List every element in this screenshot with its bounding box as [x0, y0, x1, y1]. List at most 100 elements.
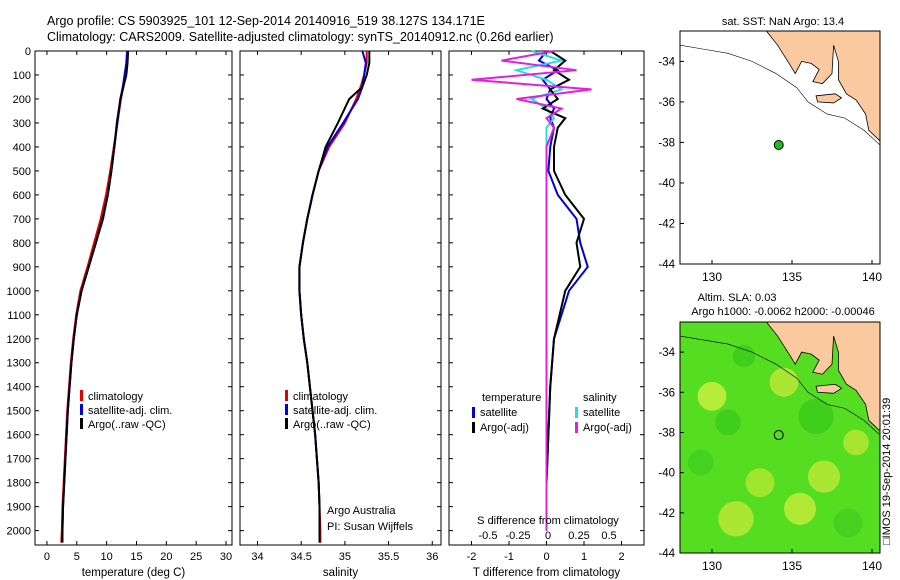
diff-top-tick-label: -0.25 — [505, 530, 530, 542]
kangaroo-island — [815, 93, 843, 104]
depth-tick-label: 1900 — [7, 502, 31, 514]
legend-title-temperature: temperature — [482, 392, 541, 404]
sla-anomaly-patch — [745, 468, 775, 498]
land-mass — [765, 31, 880, 142]
sla-map-ytick-label: -36 — [658, 387, 675, 399]
temperature-series-line — [61, 50, 130, 543]
legend-swatch — [80, 390, 83, 401]
depth-tick-label: 300 — [13, 118, 31, 130]
depth-tick-label: 1000 — [7, 286, 31, 298]
sst-map-ytick-label: -36 — [658, 97, 675, 109]
depth-tick-label: 1200 — [7, 334, 31, 346]
depth-tick-label: 400 — [13, 142, 31, 154]
sst-map-frame — [679, 30, 881, 265]
argo-float-marker — [773, 430, 784, 441]
salinity-xlabel: salinity — [323, 567, 358, 579]
sla-anomaly-patch — [784, 492, 816, 525]
depth-tick-label: 800 — [13, 238, 31, 250]
sla-anomaly-patch — [798, 398, 834, 435]
depth-tick-label: 100 — [13, 70, 31, 82]
depth-tick-label: 600 — [13, 190, 31, 202]
sla-map-xtick-label: 140 — [862, 559, 882, 573]
temperature-xtick-label: 0 — [44, 551, 50, 563]
sla-anomaly-patch — [697, 381, 727, 411]
difference-xtick-label: 2 — [618, 551, 624, 563]
sla-anomaly-patch — [718, 501, 754, 537]
legend-swatch — [285, 418, 288, 429]
sst-map-ytick-label: -40 — [658, 178, 675, 190]
temperature-xtick-label: 30 — [220, 551, 232, 563]
temperature-xtick-label: 20 — [160, 551, 172, 563]
legend-swatch — [575, 422, 578, 433]
sla-map-title: Altim. SLA: 0.03 — [698, 292, 777, 304]
depth-tick-label: 1700 — [7, 454, 31, 466]
sst-map-ytick-label: -42 — [658, 218, 675, 230]
sla-map-ytick-label: -42 — [658, 508, 675, 520]
salinity-xtick-label: 36 — [426, 551, 438, 563]
sla-map-subtitle: Argo h1000: -0.0062 h2000: -0.00046 — [691, 306, 874, 318]
sla-anomaly-patch — [843, 429, 869, 456]
shelf-contour — [680, 335, 880, 436]
sla-map-ytick-label: -38 — [658, 427, 675, 439]
sla-anomaly-patch — [808, 460, 840, 493]
depth-tick-label: 0 — [25, 46, 31, 58]
depth-tick-label: 1600 — [7, 430, 31, 442]
temperature-xtick-label: 25 — [190, 551, 202, 563]
land-mass — [765, 322, 880, 432]
difference-xtick-label: 1 — [581, 551, 587, 563]
sla-anomaly-patch — [732, 344, 756, 368]
sla-map-xtick-label: 130 — [702, 559, 722, 573]
difference-xlabel: T difference from climatology — [473, 567, 620, 579]
legend-title-salinity: salinity — [583, 392, 617, 404]
temperature-plot-frame — [34, 50, 233, 546]
sla-anomaly-patch — [688, 449, 714, 476]
legend-entry: Argo(..raw -QC) — [293, 419, 371, 431]
sla-anomaly-patch — [833, 508, 863, 538]
annotation-line1: Argo Australia — [327, 505, 396, 517]
legend-swatch — [285, 404, 288, 415]
imos-timestamp-label: □IMOS 19-Sep-2014 20:01:39 — [881, 397, 893, 545]
title-line2: Climatology: CARS2009. Satellite-adjuste… — [47, 30, 554, 44]
sla-anomaly-patch — [769, 367, 799, 397]
legend-swatch — [80, 404, 83, 415]
salinity-xtick-label: 34.5 — [290, 551, 311, 563]
temperature-xtick-label: 15 — [130, 551, 142, 563]
difference-series-line — [540, 50, 586, 531]
sla-anomaly-patch — [715, 409, 741, 436]
legend-swatch — [472, 407, 475, 418]
depth-tick-label: 2000 — [7, 526, 31, 538]
depth-tick-label: 700 — [13, 214, 31, 226]
sst-map-ytick-label: -44 — [658, 259, 675, 271]
difference-xtick-label: -2 — [467, 551, 477, 563]
sst-map-title: sat. SST: NaN Argo: 13.4 — [722, 16, 844, 28]
difference-xtick-label: 0 — [543, 551, 549, 563]
legend-swatch — [285, 390, 288, 401]
depth-tick-label: 1400 — [7, 382, 31, 394]
sst-map-xtick-label: 130 — [702, 270, 722, 284]
temperature-xtick-label: 10 — [101, 551, 113, 563]
sst-map-xtick-label: 140 — [862, 270, 882, 284]
sla-map-ytick-label: -34 — [658, 347, 675, 359]
sst-map-layers — [680, 31, 880, 264]
salinity-xtick-label: 35.5 — [378, 551, 399, 563]
legend-swatch — [575, 407, 578, 418]
legend-entry: Argo(-adj) — [480, 422, 529, 434]
difference-xtick-label: -1 — [504, 551, 514, 563]
depth-tick-label: 1500 — [7, 406, 31, 418]
legend-swatch — [80, 418, 83, 429]
legend-entry: climatology — [88, 391, 144, 403]
depth-tick-label: 1800 — [7, 478, 31, 490]
sla-map-ytick-label: -40 — [658, 468, 675, 480]
legend-entry: climatology — [293, 391, 349, 403]
depth-tick-label: 1300 — [7, 358, 31, 370]
temperature-xtick-label: 5 — [74, 551, 80, 563]
annotation-line2: PI: Susan Wijffels — [327, 521, 413, 533]
sla-map-xtick-label: 135 — [782, 559, 802, 573]
legend-entry: Argo(..raw -QC) — [88, 419, 166, 431]
shelf-contour — [680, 44, 880, 146]
depth-tick-label: 200 — [13, 94, 31, 106]
sla-map-frame — [679, 321, 881, 554]
depth-tick-label: 1100 — [7, 310, 31, 322]
sst-map-ytick-label: -34 — [658, 56, 675, 68]
